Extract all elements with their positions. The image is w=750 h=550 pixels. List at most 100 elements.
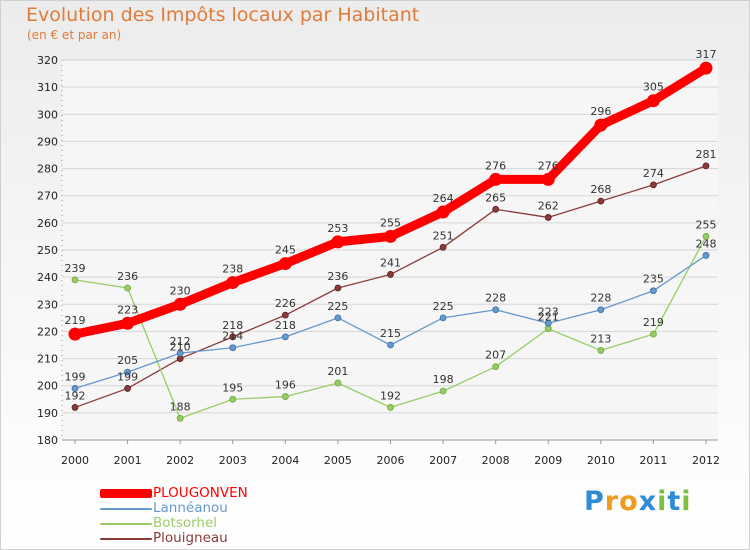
data-point: [124, 385, 131, 392]
data-label: 251: [433, 229, 454, 242]
legend-swatch: [100, 522, 152, 525]
data-label: 281: [696, 148, 717, 161]
x-tick-label: 2003: [219, 454, 247, 467]
data-point: [492, 205, 500, 213]
x-tick-label: 2004: [271, 454, 299, 467]
data-point: [650, 330, 657, 338]
legend-swatch: [100, 507, 152, 510]
data-point: [387, 271, 394, 278]
data-label: 228: [590, 292, 611, 305]
data-point: [281, 311, 289, 319]
data-label: 236: [117, 270, 138, 283]
y-tick-label: 210: [37, 353, 58, 366]
x-tick-label: 2011: [639, 454, 667, 467]
data-point: [387, 341, 394, 349]
data-point: [229, 344, 237, 352]
data-label: 265: [485, 191, 506, 204]
y-tick-label: 320: [37, 54, 58, 67]
data-point: [492, 363, 500, 371]
data-point: [702, 233, 710, 240]
data-point: [597, 347, 605, 354]
data-label: 219: [643, 316, 664, 329]
data-point: [334, 379, 342, 387]
data-label: 305: [643, 81, 664, 94]
data-point: [436, 205, 450, 219]
data-label: 199: [117, 370, 138, 383]
y-tick-label: 200: [37, 380, 58, 393]
data-label: 188: [170, 400, 191, 413]
data-label: 226: [275, 297, 296, 310]
y-tick-label: 220: [37, 325, 58, 338]
data-label: 195: [222, 381, 243, 394]
data-label: 262: [538, 199, 559, 212]
data-point: [71, 276, 79, 284]
data-label: 201: [327, 365, 348, 378]
x-tick-label: 2007: [429, 454, 457, 467]
data-label: 213: [590, 332, 611, 345]
logo-letter: o: [619, 486, 639, 517]
data-label: 223: [117, 303, 138, 316]
data-label: 225: [433, 300, 454, 313]
data-point: [176, 349, 184, 357]
data-label: 248: [696, 237, 717, 250]
logo-letter: i: [657, 486, 668, 517]
data-label: 219: [65, 314, 86, 327]
data-point: [68, 327, 82, 341]
data-point: [650, 181, 657, 189]
x-tick-label: 2012: [692, 454, 720, 467]
data-point: [71, 404, 79, 411]
data-point: [699, 61, 713, 75]
data-label: 268: [590, 183, 611, 196]
data-label: 228: [485, 292, 506, 305]
logo-letter: i: [681, 486, 692, 517]
y-tick-label: 180: [37, 434, 58, 447]
data-label: 192: [380, 389, 401, 402]
data-label: 218: [275, 319, 296, 332]
data-label: 210: [170, 341, 191, 354]
data-label: 276: [538, 159, 559, 172]
y-tick-label: 260: [37, 217, 58, 230]
data-label: 212: [170, 335, 191, 348]
legend-label: Botsorhel: [153, 515, 218, 531]
data-point: [226, 276, 240, 290]
x-tick-label: 2008: [482, 454, 510, 467]
data-point: [229, 395, 237, 403]
data-point: [334, 284, 342, 292]
x-tick-label: 2005: [324, 454, 352, 467]
y-tick-label: 240: [37, 271, 58, 284]
data-point: [544, 319, 552, 327]
data-point: [331, 235, 345, 249]
data-label: 264: [433, 192, 454, 205]
data-label: 245: [275, 244, 296, 257]
proxiti-logo: Proxiti: [584, 486, 692, 517]
data-label: 198: [433, 373, 454, 386]
x-tick-label: 2001: [114, 454, 142, 467]
logo-letter: t: [667, 486, 682, 517]
data-point: [492, 306, 500, 314]
data-point: [597, 197, 605, 205]
data-point: [176, 414, 184, 422]
data-point: [646, 94, 660, 108]
logo-letter: x: [638, 486, 658, 517]
logo-letter: P: [584, 486, 605, 517]
legend-label: PLOUGONVEN: [153, 485, 248, 501]
y-tick-label: 300: [37, 108, 58, 121]
data-label: 205: [117, 354, 138, 367]
data-point: [702, 162, 710, 170]
data-label: 214: [222, 330, 243, 343]
data-label: 296: [590, 105, 611, 118]
data-point: [387, 404, 394, 411]
data-label: 223: [538, 305, 559, 318]
data-point: [439, 314, 447, 322]
y-tick-label: 310: [37, 81, 58, 94]
data-point: [281, 393, 289, 400]
chart-subtitle: (en € et par an): [27, 28, 122, 42]
data-point: [121, 316, 135, 330]
data-point: [281, 333, 289, 341]
data-point: [489, 172, 503, 186]
x-tick-label: 2002: [166, 454, 194, 467]
data-point: [124, 284, 131, 292]
data-point: [594, 118, 608, 132]
data-point: [541, 172, 555, 186]
y-tick-label: 250: [37, 244, 58, 257]
